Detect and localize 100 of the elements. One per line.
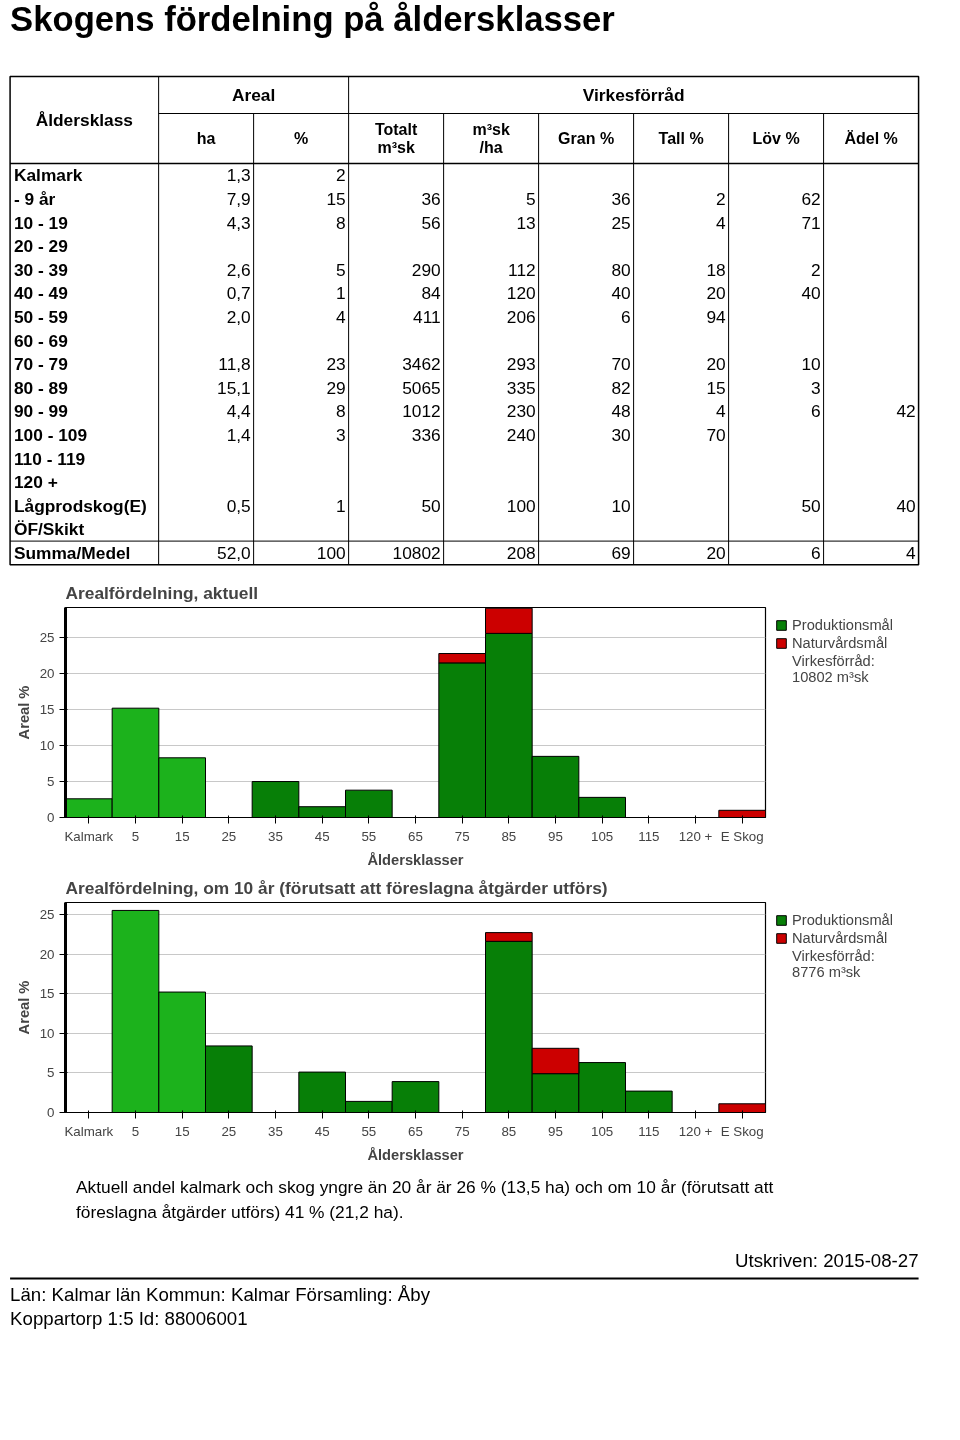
x-tick-label: E Skog [720, 1123, 764, 1139]
y-tick-label: 10 - 19 [13, 212, 68, 233]
x-tick-label: Kalmark [64, 1123, 114, 1139]
data-label: 20 [706, 283, 726, 304]
data-label: 50 [801, 495, 821, 516]
x-tick-label: 65 [408, 1123, 423, 1139]
data-label: 1012 [402, 401, 441, 422]
data-label: 2 [811, 259, 821, 280]
data-label: 1,4 [226, 424, 252, 445]
data-label: 2,6 [226, 259, 251, 280]
data-label: 36 [421, 188, 441, 209]
data-label: 7,9 [226, 188, 251, 209]
x-tick-label: 75 [454, 1123, 470, 1139]
y-axis-title: Areal % [15, 980, 32, 1035]
x-tick-label: 120 + [678, 1123, 713, 1139]
y-tick-label: ÖF/Skikt [13, 519, 85, 540]
x-tick-label: 95 [548, 1123, 563, 1139]
x-tick-label: 115 [638, 828, 660, 844]
data-label: 5 [336, 259, 346, 280]
data-label: 36 [611, 188, 631, 209]
data-label: 4 [716, 212, 727, 233]
y-tick-label: 20 - 29 [13, 236, 68, 257]
data-label: 84 [421, 283, 442, 304]
y-tick-label: 25 [39, 630, 55, 646]
data-label: 6 [811, 401, 821, 422]
x-tick-label: m³sk /ha [472, 120, 510, 157]
x-tick-label: 105 [591, 828, 614, 844]
data-label: 15,1 [217, 377, 251, 398]
y-tick-label: 110 - 119 [13, 448, 86, 469]
x-tick-label: 25 [221, 1123, 237, 1139]
data-label: 3 [336, 424, 346, 445]
data-label: 112 [508, 259, 536, 280]
text: Virkesförråd: 8776 m³sk [792, 948, 875, 980]
data-label: 6 [621, 306, 631, 327]
y-tick-label: Summa/Medel [13, 542, 131, 563]
data-label: 0,5 [226, 495, 251, 516]
data-label: 0,7 [226, 283, 251, 304]
x-tick-label: Löv % [752, 130, 800, 147]
x-tick-label: 55 [361, 1123, 377, 1139]
data-label: 23 [326, 354, 346, 375]
x-tick-label: E Skog [720, 828, 764, 844]
data-label: 29 [326, 377, 346, 398]
y-tick-label: 10 [39, 1025, 55, 1041]
data-label: 94 [706, 306, 727, 327]
data-label: 290 [411, 259, 441, 280]
chart-title: Arealfördelning, om 10 år (förutsatt att föreslagna åtgärder utförs) [65, 877, 608, 898]
data-label: 42 [896, 401, 916, 422]
data-label: 52,0 [217, 542, 251, 563]
y-tick-label: 0 [47, 1105, 55, 1120]
data-label: 71 [801, 212, 821, 233]
chart-title: Skogens fördelning på åldersklasser [10, 0, 615, 38]
data-label: 69 [611, 542, 631, 563]
y-tick-label: 10 [39, 738, 55, 754]
data-label: 82 [611, 377, 631, 398]
data-label: 70 [611, 354, 631, 375]
chart-title: Arealfördelning, aktuell [65, 582, 259, 603]
y-tick-label: 15 [39, 986, 55, 1002]
y-tick-label: 30 - 39 [13, 259, 68, 280]
data-label: 30 [611, 424, 631, 445]
data-label: 5065 [402, 377, 441, 398]
data-label: 40 [801, 283, 821, 304]
data-label: 18 [706, 259, 726, 280]
text: Areal [231, 85, 276, 105]
data-label: 206 [506, 306, 536, 327]
data-label: 1 [336, 283, 346, 304]
data-label: 1 [336, 495, 346, 516]
data-label: 3462 [402, 354, 441, 375]
data-label: 2 [336, 165, 346, 186]
data-label: 40 [611, 283, 631, 304]
text: Aktuell andel kalmark och skog yngre än 20 år är 26 % (13,5 ha) och om 10 år (förutsatt att föreslagna åtgärder utförs) 41 % (21,2 ha). [76, 1176, 775, 1224]
data-label: 4 [906, 542, 917, 563]
legend-label: Naturvårdsmål [792, 635, 888, 651]
x-tick-label: 85 [501, 1123, 517, 1139]
y-tick-label: 70 - 79 [13, 354, 68, 375]
y-tick-label: 0 [47, 810, 55, 825]
x-tick-label: 105 [591, 1123, 614, 1139]
x-tick-label: Tall % [658, 130, 704, 147]
x-tick-label: Gran % [558, 130, 615, 147]
data-label: 50 [421, 495, 441, 516]
data-label: 15 [706, 377, 726, 398]
data-label: 56 [421, 212, 441, 233]
y-tick-label: 90 - 99 [13, 401, 68, 422]
data-label: 120 [506, 283, 536, 304]
data-label: 62 [801, 188, 821, 209]
data-label: 336 [411, 424, 441, 445]
x-tick-label: 85 [501, 828, 517, 844]
data-label: 1,3 [226, 165, 251, 186]
y-tick-label: 50 - 59 [13, 306, 68, 327]
text: Län: Kalmar län Kommun: Kalmar Församling: Åby [10, 1283, 431, 1305]
x-tick-label: 45 [314, 1123, 330, 1139]
data-label: 240 [506, 424, 536, 445]
data-label: 40 [896, 495, 916, 516]
data-label: 8 [336, 212, 346, 233]
x-tick-label: 45 [314, 828, 330, 844]
y-tick-label: 100 - 109 [13, 424, 88, 445]
x-tick-label: 115 [638, 1123, 660, 1139]
x-tick-label: 65 [408, 828, 423, 844]
data-label: 411 [413, 306, 441, 327]
data-label: 20 [706, 542, 726, 563]
x-tick-label: 35 [268, 828, 283, 844]
